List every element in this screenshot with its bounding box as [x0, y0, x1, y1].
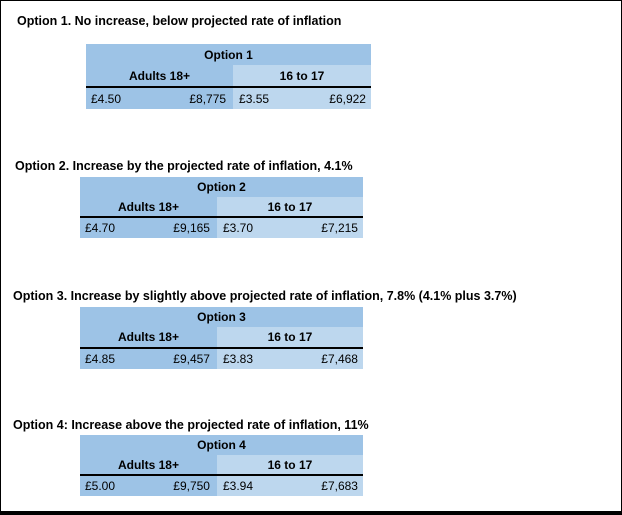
table-title: Option 1 — [86, 44, 371, 65]
values-row: £5.00 £9,750 £3.94 £7,683 — [80, 476, 363, 497]
value-16-17-hourly: £3.55 — [239, 91, 270, 106]
option-4-heading: Option 4: Increase above the projected r… — [13, 418, 369, 432]
column-group-row: Adults 18+ 16 to 17 — [86, 65, 371, 88]
column-group-row: Adults 18+ 16 to 17 — [80, 327, 363, 349]
youth-values-cell: £3.55 £6,922 — [233, 88, 371, 109]
value-adults-annual: £9,750 — [173, 479, 210, 494]
value-16-17-hourly: £3.94 — [222, 479, 253, 494]
column-group-row: Adults 18+ 16 to 17 — [80, 196, 363, 219]
value-adults-hourly: £4.70 — [85, 221, 116, 236]
adults-values-cell: £5.00 £9,750 — [80, 476, 217, 497]
value-adults-annual: £9,457 — [173, 352, 210, 366]
values-row: £4.85 £9,457 £3.83 £7,468 — [80, 349, 363, 369]
col-header-16-17: 16 to 17 — [216, 454, 363, 475]
value-16-17-annual: £7,215 — [321, 221, 358, 236]
adults-values-cell: £4.50 £8,775 — [86, 88, 234, 109]
values-row: £4.70 £9,165 £3.70 £7,215 — [80, 218, 363, 239]
col-header-16-17: 16 to 17 — [233, 65, 371, 86]
value-adults-hourly: £5.00 — [85, 479, 116, 494]
value-16-17-hourly: £3.70 — [222, 221, 253, 236]
col-header-adults: Adults 18+ — [80, 454, 217, 475]
value-adults-hourly: £4.85 — [85, 352, 116, 366]
option-1-table: Option 1 Adults 18+ 16 to 17 £4.50 £8,77… — [86, 44, 371, 109]
column-group-row: Adults 18+ 16 to 17 — [80, 454, 363, 477]
value-adults-hourly: £4.50 — [91, 91, 122, 106]
option-1-heading: Option 1. No increase, below projected r… — [17, 14, 342, 28]
value-adults-annual: £9,165 — [173, 221, 210, 236]
youth-values-cell: £3.83 £7,468 — [216, 349, 363, 369]
col-header-16-17: 16 to 17 — [216, 327, 363, 347]
values-row: £4.50 £8,775 £3.55 £6,922 — [86, 88, 371, 109]
youth-values-cell: £3.70 £7,215 — [216, 218, 363, 239]
col-header-adults: Adults 18+ — [80, 196, 217, 217]
bottom-border-rule — [1, 511, 621, 514]
option-2-table: Option 2 Adults 18+ 16 to 17 £4.70 £9,16… — [80, 177, 363, 239]
value-16-17-annual: £7,683 — [321, 479, 358, 494]
adults-values-cell: £4.85 £9,457 — [80, 349, 217, 369]
option-4-table: Option 4 Adults 18+ 16 to 17 £5.00 £9,75… — [80, 435, 363, 497]
col-header-adults: Adults 18+ — [86, 65, 234, 86]
col-header-adults: Adults 18+ — [80, 327, 217, 347]
adults-values-cell: £4.70 £9,165 — [80, 218, 217, 239]
value-16-17-annual: £7,468 — [321, 352, 358, 366]
option-3-heading: Option 3. Increase by slightly above pro… — [13, 289, 517, 303]
value-16-17-hourly: £3.83 — [222, 352, 253, 366]
table-title: Option 4 — [80, 435, 363, 455]
youth-values-cell: £3.94 £7,683 — [216, 476, 363, 497]
option-2-heading: Option 2. Increase by the projected rate… — [15, 159, 353, 173]
col-header-16-17: 16 to 17 — [216, 196, 363, 217]
table-title: Option 2 — [80, 177, 363, 197]
option-3-table: Option 3 Adults 18+ 16 to 17 £4.85 £9,45… — [80, 307, 363, 369]
table-title: Option 3 — [80, 307, 363, 327]
value-adults-annual: £8,775 — [189, 91, 227, 106]
value-16-17-annual: £6,922 — [329, 91, 366, 106]
